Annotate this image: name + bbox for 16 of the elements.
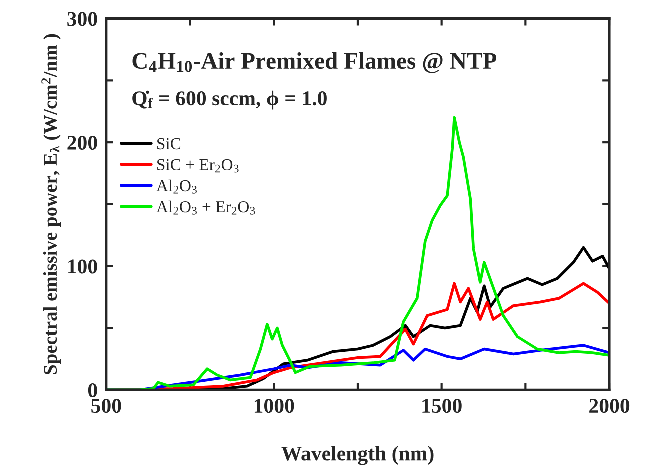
x-tick-label: 1000 (254, 399, 294, 414)
legend-label: SiC + Er$_{2}$O$_{3}$ (158, 159, 239, 173)
y-tick-label: 0 (88, 383, 98, 398)
legend-label: Al$_{2}$O$_{3}$ (156, 180, 197, 194)
y-axis-title: Spectral emissive power, E$_{λ}$ (W/cm$^{2}$/nm ) (42, 34, 62, 374)
x-tick-label: 500 (92, 399, 122, 414)
x-tick-label: 2000 (590, 399, 630, 414)
y-tick-label: 300 (68, 12, 98, 26)
annotation: C$_{4}$H$_{10}$-Air Premixed Flames @ NTP (132, 52, 496, 74)
y-tick-label: 100 (68, 260, 98, 274)
annotation: Q̇$_{f}$ = 600 sccm, ϕ = 1.0 (132, 90, 327, 110)
x-axis-title: Wavelength (nm) (282, 446, 434, 466)
y-tick-label: 200 (68, 136, 98, 150)
x-tick-label: 1500 (422, 399, 462, 414)
legend-label: Al$_{2}$O$_{3}$ + Er$_{2}$O$_{3}$ (156, 200, 256, 215)
legend-label: SiC (158, 138, 181, 150)
